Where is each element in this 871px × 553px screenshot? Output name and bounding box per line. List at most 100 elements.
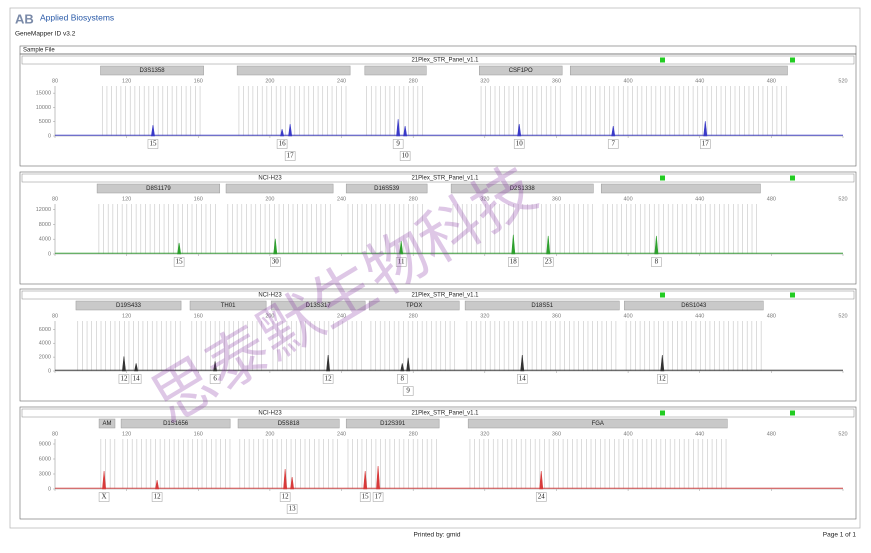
marker-box <box>96 183 221 194</box>
allele-label: 7 <box>611 140 615 148</box>
marker-box <box>189 300 267 311</box>
allele-box <box>508 257 519 267</box>
sample-name: NCI-H23 <box>258 411 282 417</box>
allele-label: 15 <box>176 258 184 266</box>
allele-label: 14 <box>133 375 141 383</box>
peak <box>517 123 522 137</box>
marker-box <box>100 65 204 76</box>
peak <box>326 354 331 372</box>
y-tick-label: 0 <box>48 368 51 374</box>
panel-frame <box>19 171 857 285</box>
x-tick-label: 280 <box>409 78 418 84</box>
peak <box>102 470 106 490</box>
allele-box <box>130 374 142 384</box>
x-tick-label: 240 <box>337 196 346 202</box>
x-tick-label: 400 <box>623 196 632 202</box>
x-tick-label: 400 <box>623 313 632 319</box>
peak <box>399 241 404 255</box>
allele-box <box>276 139 288 149</box>
allele-box <box>542 257 554 267</box>
allele-label: 13 <box>289 505 297 513</box>
x-tick-label: 120 <box>122 78 131 84</box>
x-tick-label: 520 <box>838 196 847 202</box>
x-tick-label: 520 <box>838 431 847 437</box>
allele-label: 12 <box>154 493 162 501</box>
x-tick-label: 280 <box>409 196 418 202</box>
marker-name: AM <box>103 421 112 427</box>
allele-box <box>651 257 662 267</box>
marker-name: CSF1PO <box>509 68 533 74</box>
software: GeneMapper ID v3.2 <box>15 31 76 38</box>
marker-name: D18S51 <box>531 303 553 309</box>
y-tick-label: 5000 <box>39 119 51 125</box>
y-tick-label: 2000 <box>39 355 51 361</box>
marker-box <box>569 65 788 76</box>
marker-name: D5S818 <box>278 421 300 427</box>
panel-name: 21Plex_STR_Panel_v1.1 <box>411 411 479 417</box>
peak <box>290 476 295 490</box>
marker-box <box>225 183 334 194</box>
panel-name: 21Plex_STR_Panel_v1.1 <box>411 176 479 182</box>
x-tick-label: 360 <box>552 313 561 319</box>
allele-label: 30 <box>272 258 280 266</box>
x-tick-label: 360 <box>552 196 561 202</box>
allele-label: 12 <box>659 375 667 383</box>
allele-box <box>151 492 163 502</box>
allele-label: 8 <box>655 258 659 266</box>
x-tick-label: 320 <box>480 431 489 437</box>
x-tick-label: 240 <box>337 78 346 84</box>
allele-label: 6 <box>213 375 217 383</box>
y-tick-label: 0 <box>48 486 51 492</box>
allele-label: 15 <box>362 493 370 501</box>
peak <box>539 470 544 490</box>
peak <box>155 479 160 490</box>
panel-name: 21Plex_STR_Panel_v1.1 <box>411 293 479 299</box>
x-tick-label: 480 <box>767 196 776 202</box>
peak <box>611 125 616 137</box>
y-tick-label: 6000 <box>39 327 51 333</box>
x-tick-label: 80 <box>52 431 58 437</box>
marker-name: D12S391 <box>380 421 406 427</box>
marker-name: D16S539 <box>374 186 400 192</box>
allele-box <box>286 504 298 514</box>
allele-box <box>279 492 291 502</box>
allele-label: 17 <box>702 140 710 148</box>
allele-label: 16 <box>279 140 287 148</box>
allele-box <box>395 257 407 267</box>
x-tick-label: 200 <box>265 78 274 84</box>
x-tick-label: 200 <box>265 313 274 319</box>
allele-box <box>516 374 528 384</box>
allele-box <box>270 257 281 267</box>
status-indicator <box>660 57 665 63</box>
x-tick-label: 520 <box>838 78 847 84</box>
y-tick-label: 15000 <box>36 91 51 97</box>
peak <box>213 361 218 372</box>
peak <box>654 235 659 255</box>
peak <box>376 465 381 490</box>
allele-box <box>399 151 411 161</box>
printed-by: Printed by: gmid <box>414 532 461 539</box>
x-tick-label: 200 <box>265 431 274 437</box>
allele-box <box>513 139 525 149</box>
sample-name: NCI-H23 <box>258 293 282 299</box>
x-tick-label: 360 <box>552 431 561 437</box>
x-tick-label: 240 <box>337 313 346 319</box>
x-tick-label: 80 <box>52 196 58 202</box>
x-tick-label: 120 <box>122 196 131 202</box>
x-tick-label: 400 <box>623 431 632 437</box>
peak <box>177 242 182 255</box>
x-tick-label: 320 <box>480 196 489 202</box>
peak <box>403 125 408 137</box>
x-tick-label: 120 <box>122 431 131 437</box>
y-tick-label: 9000 <box>39 441 51 447</box>
allele-box <box>118 374 130 384</box>
allele-box <box>98 492 110 502</box>
title-bar <box>21 173 855 183</box>
allele-box <box>392 139 404 149</box>
panel-frame <box>19 53 857 167</box>
status-indicator <box>660 292 665 298</box>
peak <box>546 235 551 255</box>
marker-name: FGA <box>592 421 604 427</box>
allele-label: 10 <box>516 140 524 148</box>
logo-mark: AB <box>15 11 34 26</box>
